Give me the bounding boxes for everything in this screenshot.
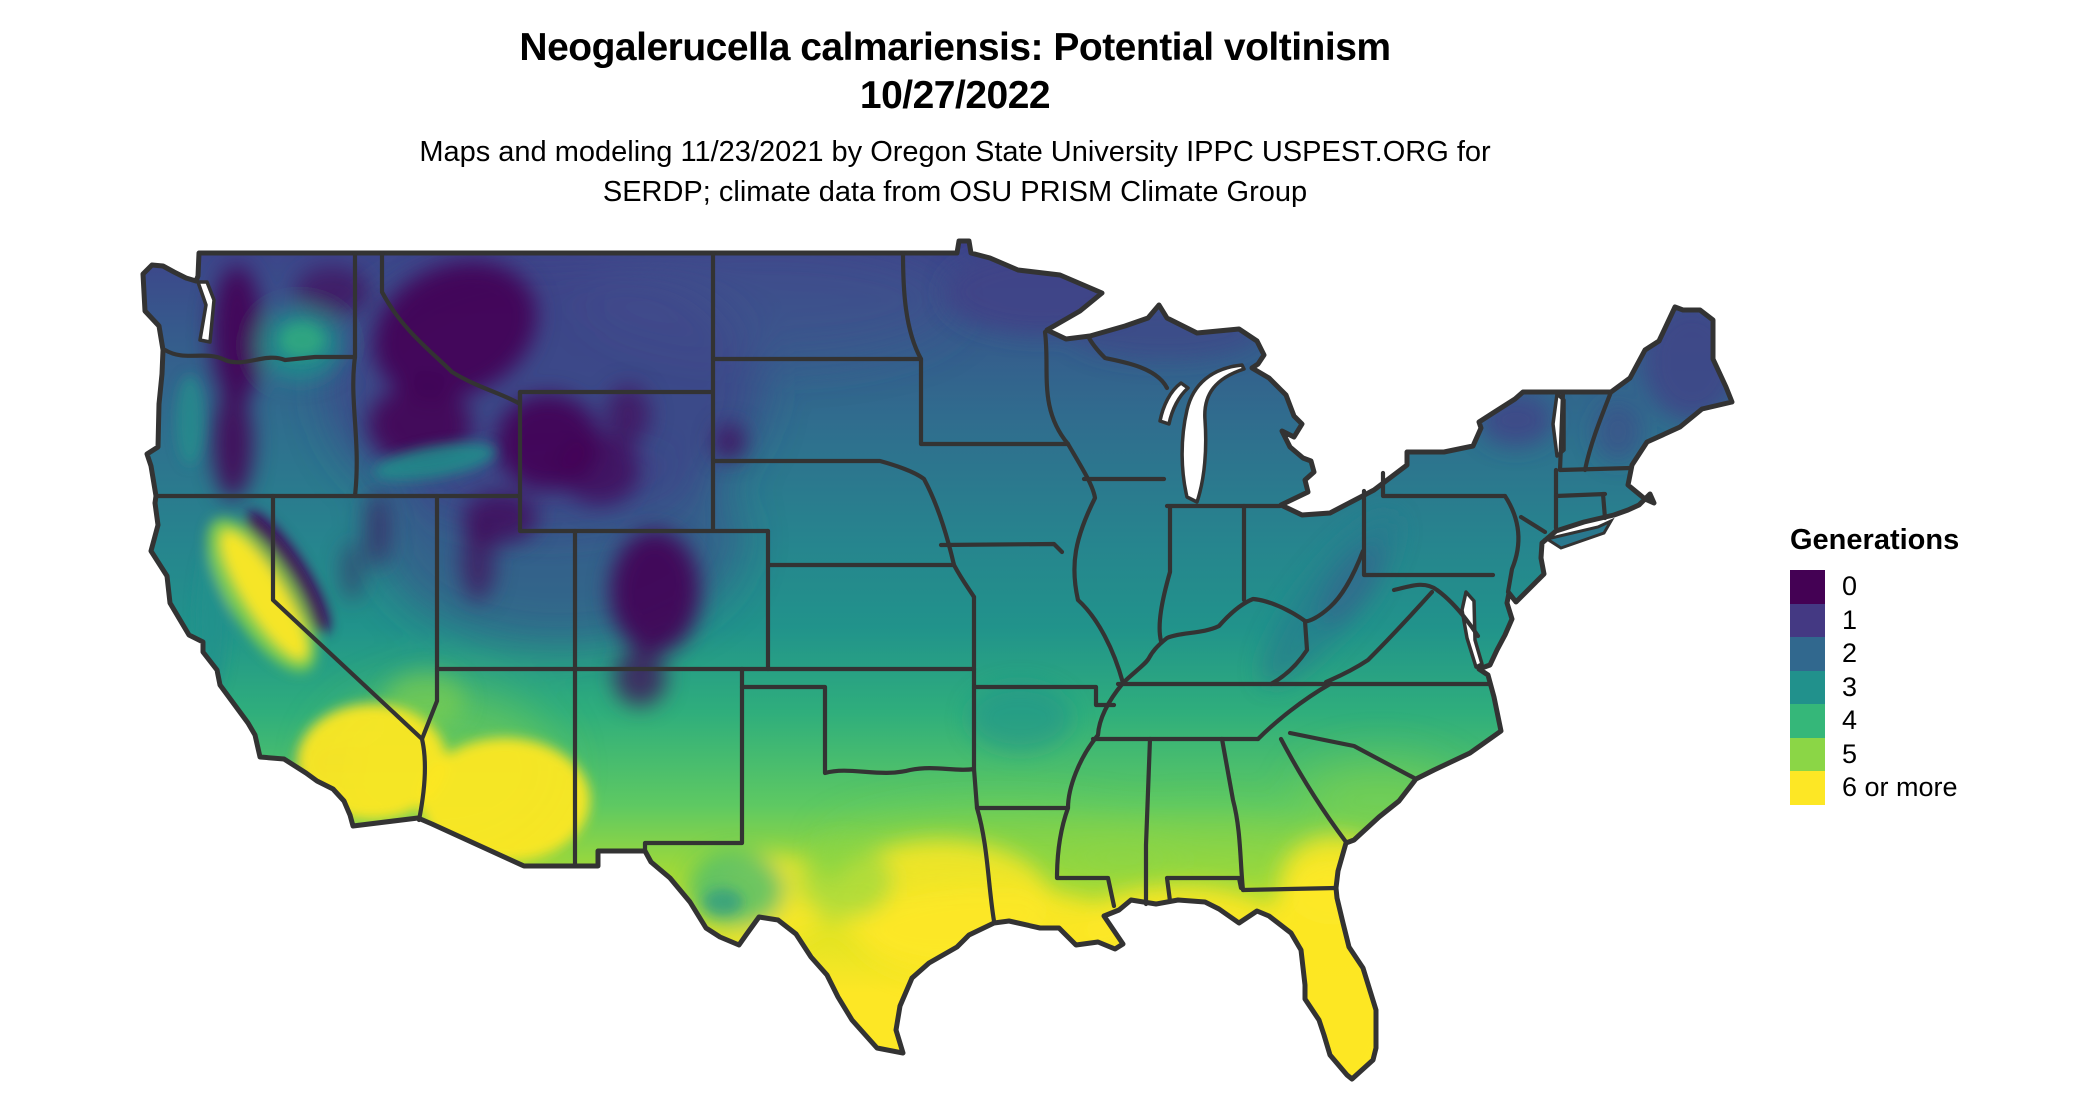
- legend-item: 4: [1790, 704, 1959, 738]
- legend-label: 2: [1842, 638, 1858, 669]
- legend-label: 0: [1842, 571, 1858, 602]
- long-island: [1543, 517, 1615, 550]
- legend-item: 5: [1790, 737, 1959, 771]
- legend-label: 4: [1842, 705, 1858, 736]
- green-bay: [1158, 381, 1190, 426]
- legend-swatch: [1790, 670, 1825, 704]
- state-borders: [153, 250, 1634, 924]
- puget-sound: [196, 280, 216, 344]
- conus-outline: [140, 238, 1735, 1082]
- legend-item: 1: [1790, 603, 1959, 637]
- legend-item: 2: [1790, 637, 1959, 671]
- lake-michigan: [1180, 363, 1246, 504]
- legend-label: 5: [1842, 738, 1858, 769]
- subtitle-line2: SERDP; climate data from OSU PRISM Clima…: [602, 176, 1308, 208]
- legend-item: 6 or more: [1790, 771, 1959, 805]
- page-subtitle: Maps and modeling 11/23/2021 by Oregon S…: [0, 132, 1910, 212]
- title-line1: Neogalerucella calmariensis: Potential v…: [519, 26, 1391, 69]
- page-title: Neogalerucella calmariensis: Potential v…: [0, 24, 1910, 120]
- legend-swatch: [1790, 737, 1825, 771]
- local-patches: [176, 323, 743, 916]
- legend-swatch: [1790, 637, 1825, 671]
- legend: Generations 0 1 2 3 4 5 6 or more: [1790, 524, 1959, 805]
- legend-swatch: [1790, 603, 1825, 637]
- legend-label: 1: [1842, 604, 1858, 635]
- legend-label: 6 or more: [1842, 772, 1958, 803]
- legend-items: 0 1 2 3 4 5 6 or more: [1790, 570, 1959, 805]
- legend-swatch: [1790, 771, 1825, 805]
- legend-item: 3: [1790, 670, 1959, 704]
- title-date: 10/27/2022: [859, 74, 1051, 117]
- legend-swatch: [1790, 704, 1825, 738]
- legend-title: Generations: [1790, 524, 1960, 556]
- legend-swatch: [1790, 570, 1825, 604]
- legend-label: 3: [1842, 671, 1858, 702]
- legend-item: 0: [1790, 570, 1959, 604]
- subtitle-line1: Maps and modeling 11/23/2021 by Oregon S…: [419, 136, 1491, 168]
